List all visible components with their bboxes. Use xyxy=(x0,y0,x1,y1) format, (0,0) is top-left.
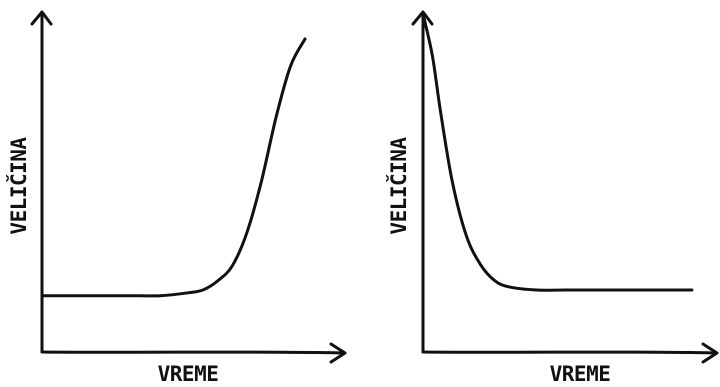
curve-growth xyxy=(42,37,307,298)
y-axis-left xyxy=(40,12,44,354)
chart-right: VREME VELIČINA xyxy=(386,10,719,386)
y-axis-label-left: VELIČINA xyxy=(6,137,31,235)
y-axis-right xyxy=(421,12,425,354)
chart-left: VREME VELIČINA xyxy=(6,10,347,386)
x-axis-arrowhead-left xyxy=(329,342,347,364)
curve-decay xyxy=(422,16,694,292)
y-axis-arrowhead-right xyxy=(411,10,434,26)
y-axis-label-right: VELIČINA xyxy=(386,137,411,235)
x-axis-left xyxy=(40,350,345,355)
x-axis-arrowhead-right xyxy=(701,342,719,364)
y-axis-arrowhead-left xyxy=(30,10,53,26)
x-axis-label-right: VREME xyxy=(550,362,611,386)
x-axis-right xyxy=(421,350,717,355)
x-axis-label-left: VREME xyxy=(158,362,219,386)
